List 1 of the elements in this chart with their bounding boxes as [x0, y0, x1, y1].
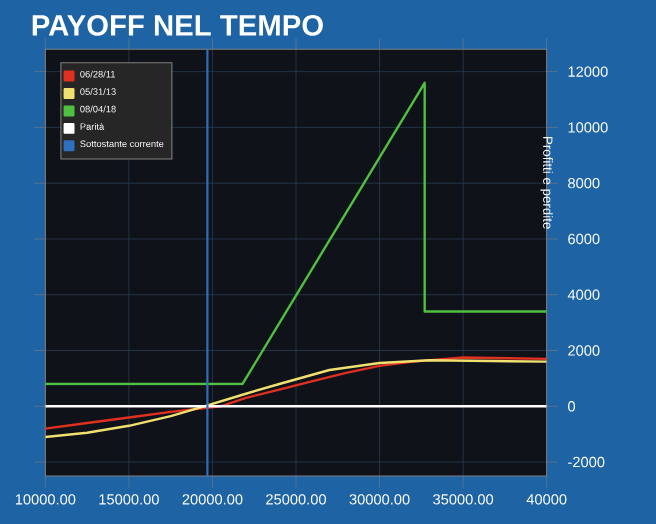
- chart-title: PAYOFF NEL TEMPO: [32, 14, 323, 36]
